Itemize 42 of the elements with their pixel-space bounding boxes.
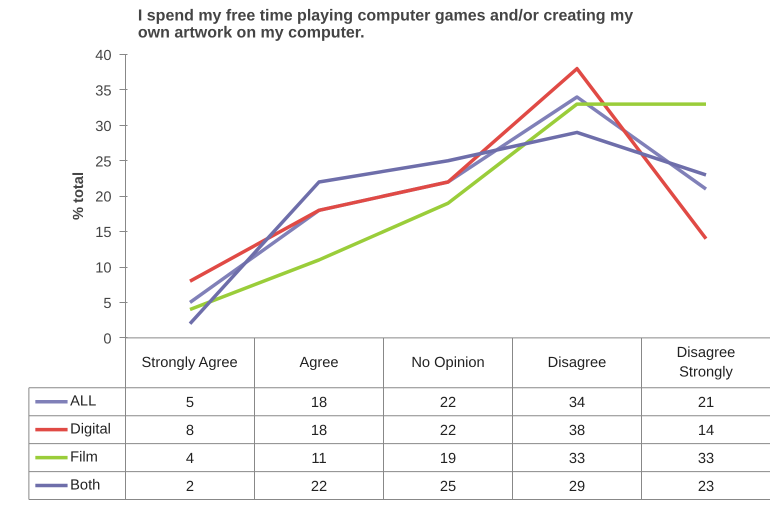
data-label: 33	[698, 451, 714, 468]
y-tick-label: 15	[95, 225, 112, 242]
legend-label: Digital	[70, 422, 111, 438]
data-label: 18	[310, 423, 328, 440]
x-tick-label: No Opinion	[411, 354, 485, 371]
data-label: 2	[186, 479, 194, 496]
data-label: 23	[698, 479, 714, 496]
data-label: 14	[698, 423, 714, 440]
y-tick-label: 40	[95, 48, 112, 64]
data-label: 21	[698, 395, 714, 412]
x-tick-label: Disagree Strongly	[676, 345, 736, 380]
y-tick-label: 0	[103, 331, 112, 348]
y-tick-label: 30	[95, 118, 112, 135]
data-label: 22	[440, 395, 456, 412]
data-label: 22	[440, 423, 456, 440]
y-tick-label: 10	[95, 260, 112, 277]
data-label: 5	[186, 395, 194, 412]
data-label: 11	[311, 451, 327, 468]
x-tick-label: Disagree	[548, 354, 606, 371]
data-label: 4	[186, 451, 194, 468]
legend-label: Film	[70, 450, 98, 466]
data-label: 8	[186, 423, 194, 440]
y-axis-title: % total	[71, 172, 88, 220]
data-label: 25	[440, 479, 456, 496]
x-tick-label: Strongly Agree	[142, 354, 238, 371]
data-label: 22	[310, 479, 328, 496]
y-tick-label: 35	[95, 83, 112, 100]
legend-label: Both	[70, 478, 100, 494]
y-tick-label: 20	[95, 190, 112, 206]
data-label: 19	[440, 451, 456, 468]
legend-label: ALL	[70, 394, 96, 410]
y-tick-label: 25	[95, 154, 112, 170]
chart-title: I spend my free time playing computer games and/or creating my own artwork on my computer.	[138, 8, 634, 42]
data-label: 38	[568, 423, 586, 440]
y-tick-label: 5	[103, 296, 112, 312]
line-series	[188, 130, 708, 326]
data-label: 18	[310, 395, 328, 412]
x-tick-label: Agree	[299, 354, 339, 371]
data-label: 29	[568, 479, 586, 496]
data-label: 34	[568, 395, 586, 412]
line-series	[188, 66, 708, 283]
data-label: 33	[568, 451, 586, 468]
